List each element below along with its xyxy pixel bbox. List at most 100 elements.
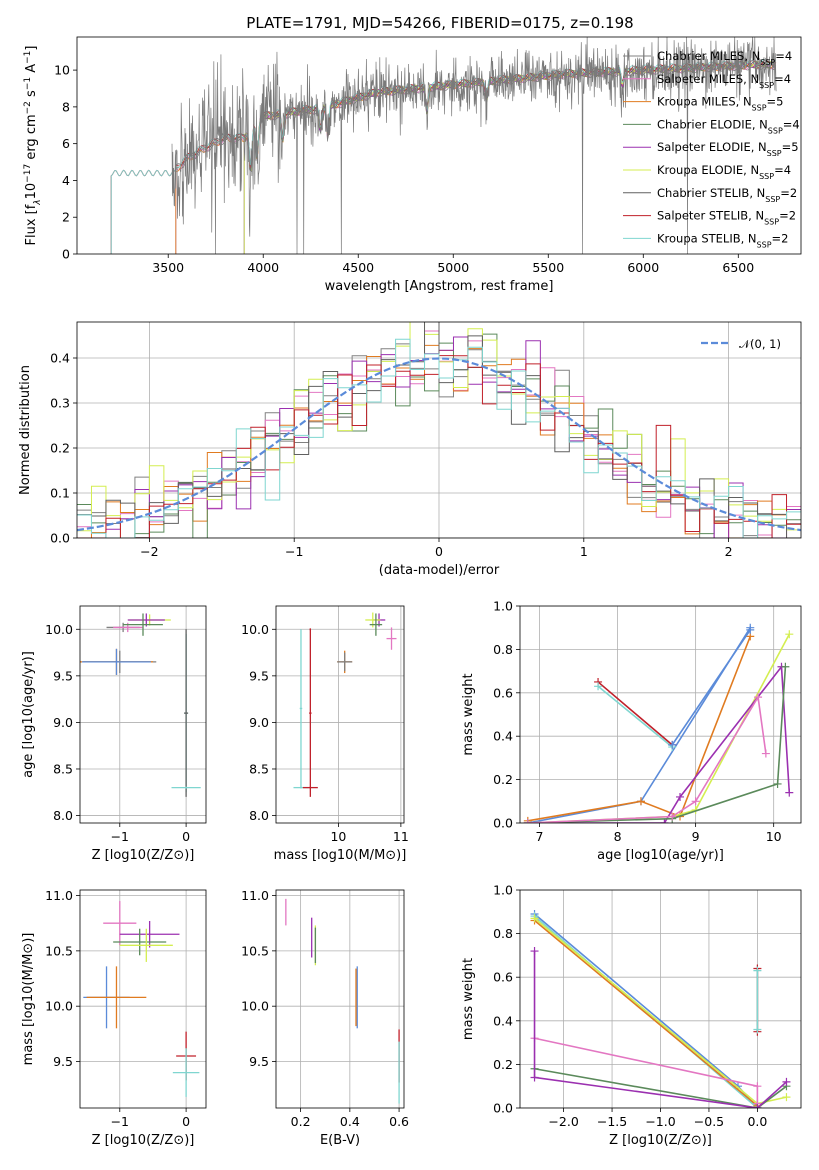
x-tick-label: 8: [614, 829, 622, 844]
error-bar-point: [302, 786, 318, 789]
axes-mass-vs-Z: −1 0 9.5 10.0 10.5 11.0 Z [log10(Z/Z⊙)] mass [l…: [21, 888, 207, 1148]
axes-residuals: −2 −1 0 1 2 0.0 0.1 0.2 0.3 0.4 (data-model)/error…: [18, 321, 802, 578]
legend-label: Chabrier ELODIE, NSSP=4: [657, 117, 800, 135]
y-tick-label: 0.0: [493, 1101, 513, 1116]
error-bar-point: [184, 629, 189, 797]
mass-weight-marker: [691, 797, 700, 806]
y-tick-label: 0.2: [493, 772, 513, 787]
mass-weight-marker: [781, 662, 790, 671]
y-tick-label: 10.0: [241, 999, 269, 1014]
y-tick-label: 6: [62, 136, 70, 151]
y-tick-label: 2: [62, 210, 70, 225]
x-tick-label: 3500: [152, 260, 184, 275]
mass-weight-line: [534, 1067, 787, 1108]
axes-spectrum: 3500 4000 4500 5000 5500 6000 6500 0 2 4 6 8 10 wavel…: [23, 36, 802, 294]
y-tick-label: 0.4: [493, 1013, 513, 1028]
mass-weight-line: [597, 681, 673, 746]
gaussian-curve: [77, 357, 801, 532]
y-tick-label: 8: [62, 99, 70, 114]
figure-title: PLATE=1791, MJD=54266, FIBERID=0175, z=0…: [246, 14, 633, 32]
axes-frame: [76, 321, 802, 539]
mass-weight-line: [597, 685, 673, 748]
legend-label: Salpeter ELODIE, NSSP=5: [657, 140, 799, 158]
y-axis-label: mass weight: [461, 673, 476, 755]
y-tick-label: 9.0: [249, 715, 269, 730]
mass-weight-marker: [754, 693, 763, 702]
mass-weight-marker: [773, 779, 782, 788]
x-tick-label: −2: [140, 544, 158, 559]
x-axis-label: wavelength [Angstrom, rest frame]: [325, 279, 554, 294]
axes-mass-vs-EBV: 0.2 0.4 0.6 9.5 10.0 10.5 11.0 E(B-V): [241, 888, 409, 1148]
y-tick-label: 9.0: [53, 715, 73, 730]
legend-label: Chabrier MILES, NSSP=4: [657, 49, 792, 67]
axes-frame: [519, 889, 802, 1109]
x-tick-label: 7: [536, 829, 544, 844]
y-tick-label: 4: [62, 173, 70, 188]
histogram-step-line: [77, 338, 801, 538]
y-tick-label: 11.0: [241, 888, 269, 903]
x-tick-label: 1: [580, 544, 588, 559]
y-tick-label: 0.4: [493, 729, 513, 744]
y-tick-label: 0.0: [493, 816, 513, 831]
grid: [80, 890, 206, 1108]
y-axis-label: Normed distribution: [18, 365, 33, 495]
mass-weight-marker: [668, 812, 677, 821]
x-tick-label: 0.6: [389, 1114, 409, 1129]
legend-label: Salpeter MILES, NSSP=4: [657, 72, 791, 90]
mass-weight-marker: [530, 947, 539, 956]
x-tick-label: 5000: [437, 260, 469, 275]
y-axis-label: mass [log10(M/M⊙)]: [21, 933, 36, 1066]
x-tick-label: 10: [766, 829, 782, 844]
y-tick-label: 0.8: [493, 926, 513, 941]
error-bar-point: [369, 613, 383, 636]
x-tick-label: −1: [111, 829, 129, 844]
error-bar-point: [309, 628, 311, 631]
x-axis-label: Z [log10(Z/Z⊙)]: [92, 1133, 195, 1148]
x-tick-label: −2.0: [548, 1114, 578, 1129]
x-axis-label: Z [log10(Z/Z⊙)]: [609, 1133, 712, 1148]
axes-frame: [76, 36, 802, 255]
x-tick-label: −0.5: [694, 1114, 724, 1129]
mass-weight-marker: [668, 740, 677, 749]
y-tick-label: 0.2: [493, 1057, 513, 1072]
x-tick-label: 0: [182, 829, 190, 844]
x-tick-label: 4500: [342, 260, 374, 275]
y-axis-label: age [log10(age/yr)]: [21, 651, 36, 778]
legend-label: Kroupa MILES, NSSP=5: [657, 95, 783, 113]
x-tick-label: 2: [725, 544, 733, 559]
mass-weight-line: [527, 664, 791, 823]
x-axis-label: mass [log10(M/M⊙)]: [274, 848, 407, 863]
mass-weight-marker: [660, 819, 669, 823]
y-tick-label: 8.0: [249, 808, 269, 823]
axes-weight-vs-Z: −2.0 −1.5 −1.0 −0.5 0.0 0.0 0.2 0.4 0.6 0.8 1.0 Z […: [461, 883, 802, 1148]
y-tick-label: 10.0: [45, 622, 73, 637]
x-axis-label: E(B-V): [320, 1133, 360, 1148]
y-tick-label: 0.3: [50, 396, 70, 411]
error-bar-point: [172, 1048, 200, 1097]
x-axis-label: (data-model)/error: [379, 563, 500, 578]
y-tick-label: 0.6: [493, 685, 513, 700]
mass-weight-marker: [676, 792, 685, 801]
error-bar-point: [309, 629, 312, 797]
y-tick-label: 0.2: [50, 441, 70, 456]
plot-area-mass-vs-EBV: [276, 890, 404, 1108]
y-tick-label: 1.0: [493, 883, 513, 898]
mass-weight-marker: [530, 1073, 539, 1082]
grid: [80, 606, 206, 823]
mass-weight-marker: [753, 1082, 762, 1091]
x-tick-label: 11: [393, 829, 409, 844]
legend: Chabrier MILES, NSSP=4 Salpeter MILES, NS…: [623, 49, 800, 249]
error-bar-point: [113, 928, 167, 956]
x-axis-label: Z [log10(Z/Z⊙)]: [92, 848, 195, 863]
mass-weight-marker: [753, 1104, 762, 1108]
y-tick-label: 0.1: [50, 486, 70, 501]
y-tick-label: 8.0: [53, 808, 73, 823]
y-tick-label: 0: [62, 247, 70, 262]
axes-frame: [275, 605, 405, 824]
grid: [520, 890, 801, 1108]
axes-age-vs-mass: 10 11 8.0 8.5 9.0 9.5 10.0 mass [log10(M/M⊙)]: [241, 605, 409, 863]
grid: [276, 890, 404, 1108]
mass-weight-marker: [782, 1093, 791, 1102]
mass-weight-line: [527, 636, 752, 822]
grid: [520, 606, 801, 823]
